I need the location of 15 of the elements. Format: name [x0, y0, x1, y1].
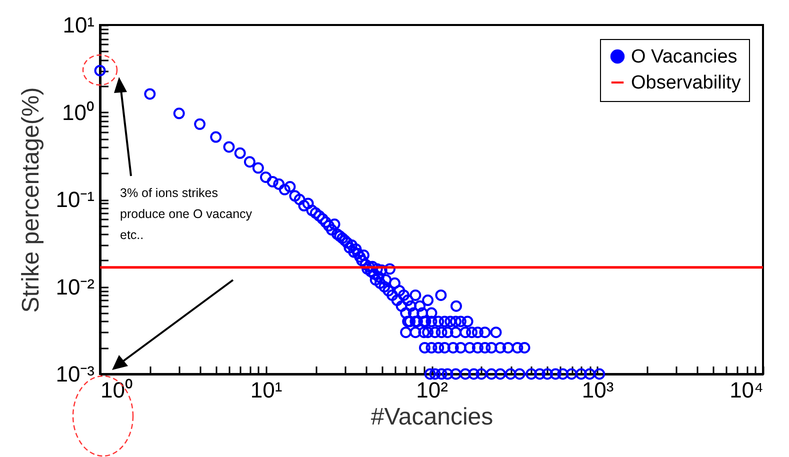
- legend-label: O Vacancies: [631, 46, 738, 68]
- y-tick-label: 10⁻³: [56, 362, 94, 386]
- x-tick-label: 10³: [582, 378, 614, 402]
- x-tick-label: 10²: [416, 378, 448, 402]
- y-tick-label: 10¹: [62, 12, 94, 38]
- x-axis-title: #Vacancies: [370, 404, 494, 430]
- x-tick-label: 10⁴: [730, 378, 764, 402]
- y-tick-label: 10⁻¹: [56, 187, 94, 212]
- legend-label: Observability: [631, 72, 742, 94]
- annotation: 3% of ions strikes produce one O vacancy etc..: [120, 186, 253, 242]
- x-tick-label: 10¹: [250, 378, 282, 402]
- y-axis-title: Strike percentage(%): [18, 87, 45, 313]
- y-tick-label: 10⁻²: [56, 274, 94, 300]
- x-tick-label: 10⁰: [100, 378, 133, 402]
- y-tick-label: 10⁰: [62, 100, 94, 125]
